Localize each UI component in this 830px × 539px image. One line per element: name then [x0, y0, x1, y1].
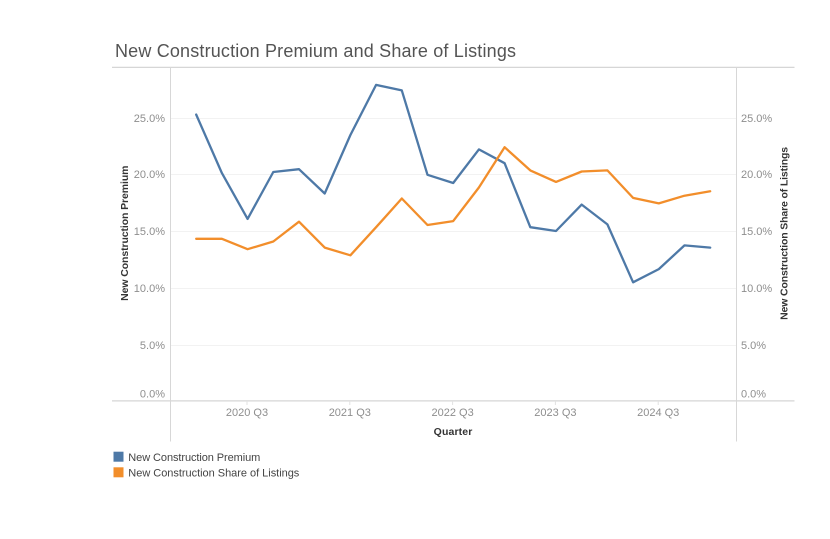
svg-text:15.0%: 15.0%	[741, 226, 772, 238]
svg-text:10.0%: 10.0%	[134, 283, 165, 295]
svg-text:New Construction Premium: New Construction Premium	[119, 166, 131, 301]
svg-text:Quarter: Quarter	[434, 426, 473, 438]
svg-text:5.0%: 5.0%	[741, 340, 766, 352]
svg-text:2024 Q3: 2024 Q3	[637, 407, 679, 419]
svg-text:2022 Q3: 2022 Q3	[431, 407, 473, 419]
svg-text:2023 Q3: 2023 Q3	[534, 407, 576, 419]
svg-text:10.0%: 10.0%	[741, 283, 772, 295]
svg-text:15.0%: 15.0%	[134, 226, 165, 238]
svg-text:2021 Q3: 2021 Q3	[329, 407, 371, 419]
svg-text:New Construction Premium and S: New Construction Premium and Share of Li…	[115, 41, 516, 61]
svg-text:20.0%: 20.0%	[134, 169, 165, 181]
svg-text:2020 Q3: 2020 Q3	[226, 407, 268, 419]
svg-text:25.0%: 25.0%	[134, 113, 165, 125]
svg-text:25.0%: 25.0%	[741, 113, 772, 125]
svg-text:0.0%: 0.0%	[140, 389, 165, 401]
svg-text:New Construction Share of List: New Construction Share of Listings	[778, 147, 790, 320]
svg-text:0.0%: 0.0%	[741, 389, 766, 401]
svg-text:New Construction Premium: New Construction Premium	[128, 452, 260, 464]
svg-text:New Construction Share of List: New Construction Share of Listings	[128, 467, 299, 479]
svg-text:20.0%: 20.0%	[741, 169, 772, 181]
svg-text:5.0%: 5.0%	[140, 340, 165, 352]
